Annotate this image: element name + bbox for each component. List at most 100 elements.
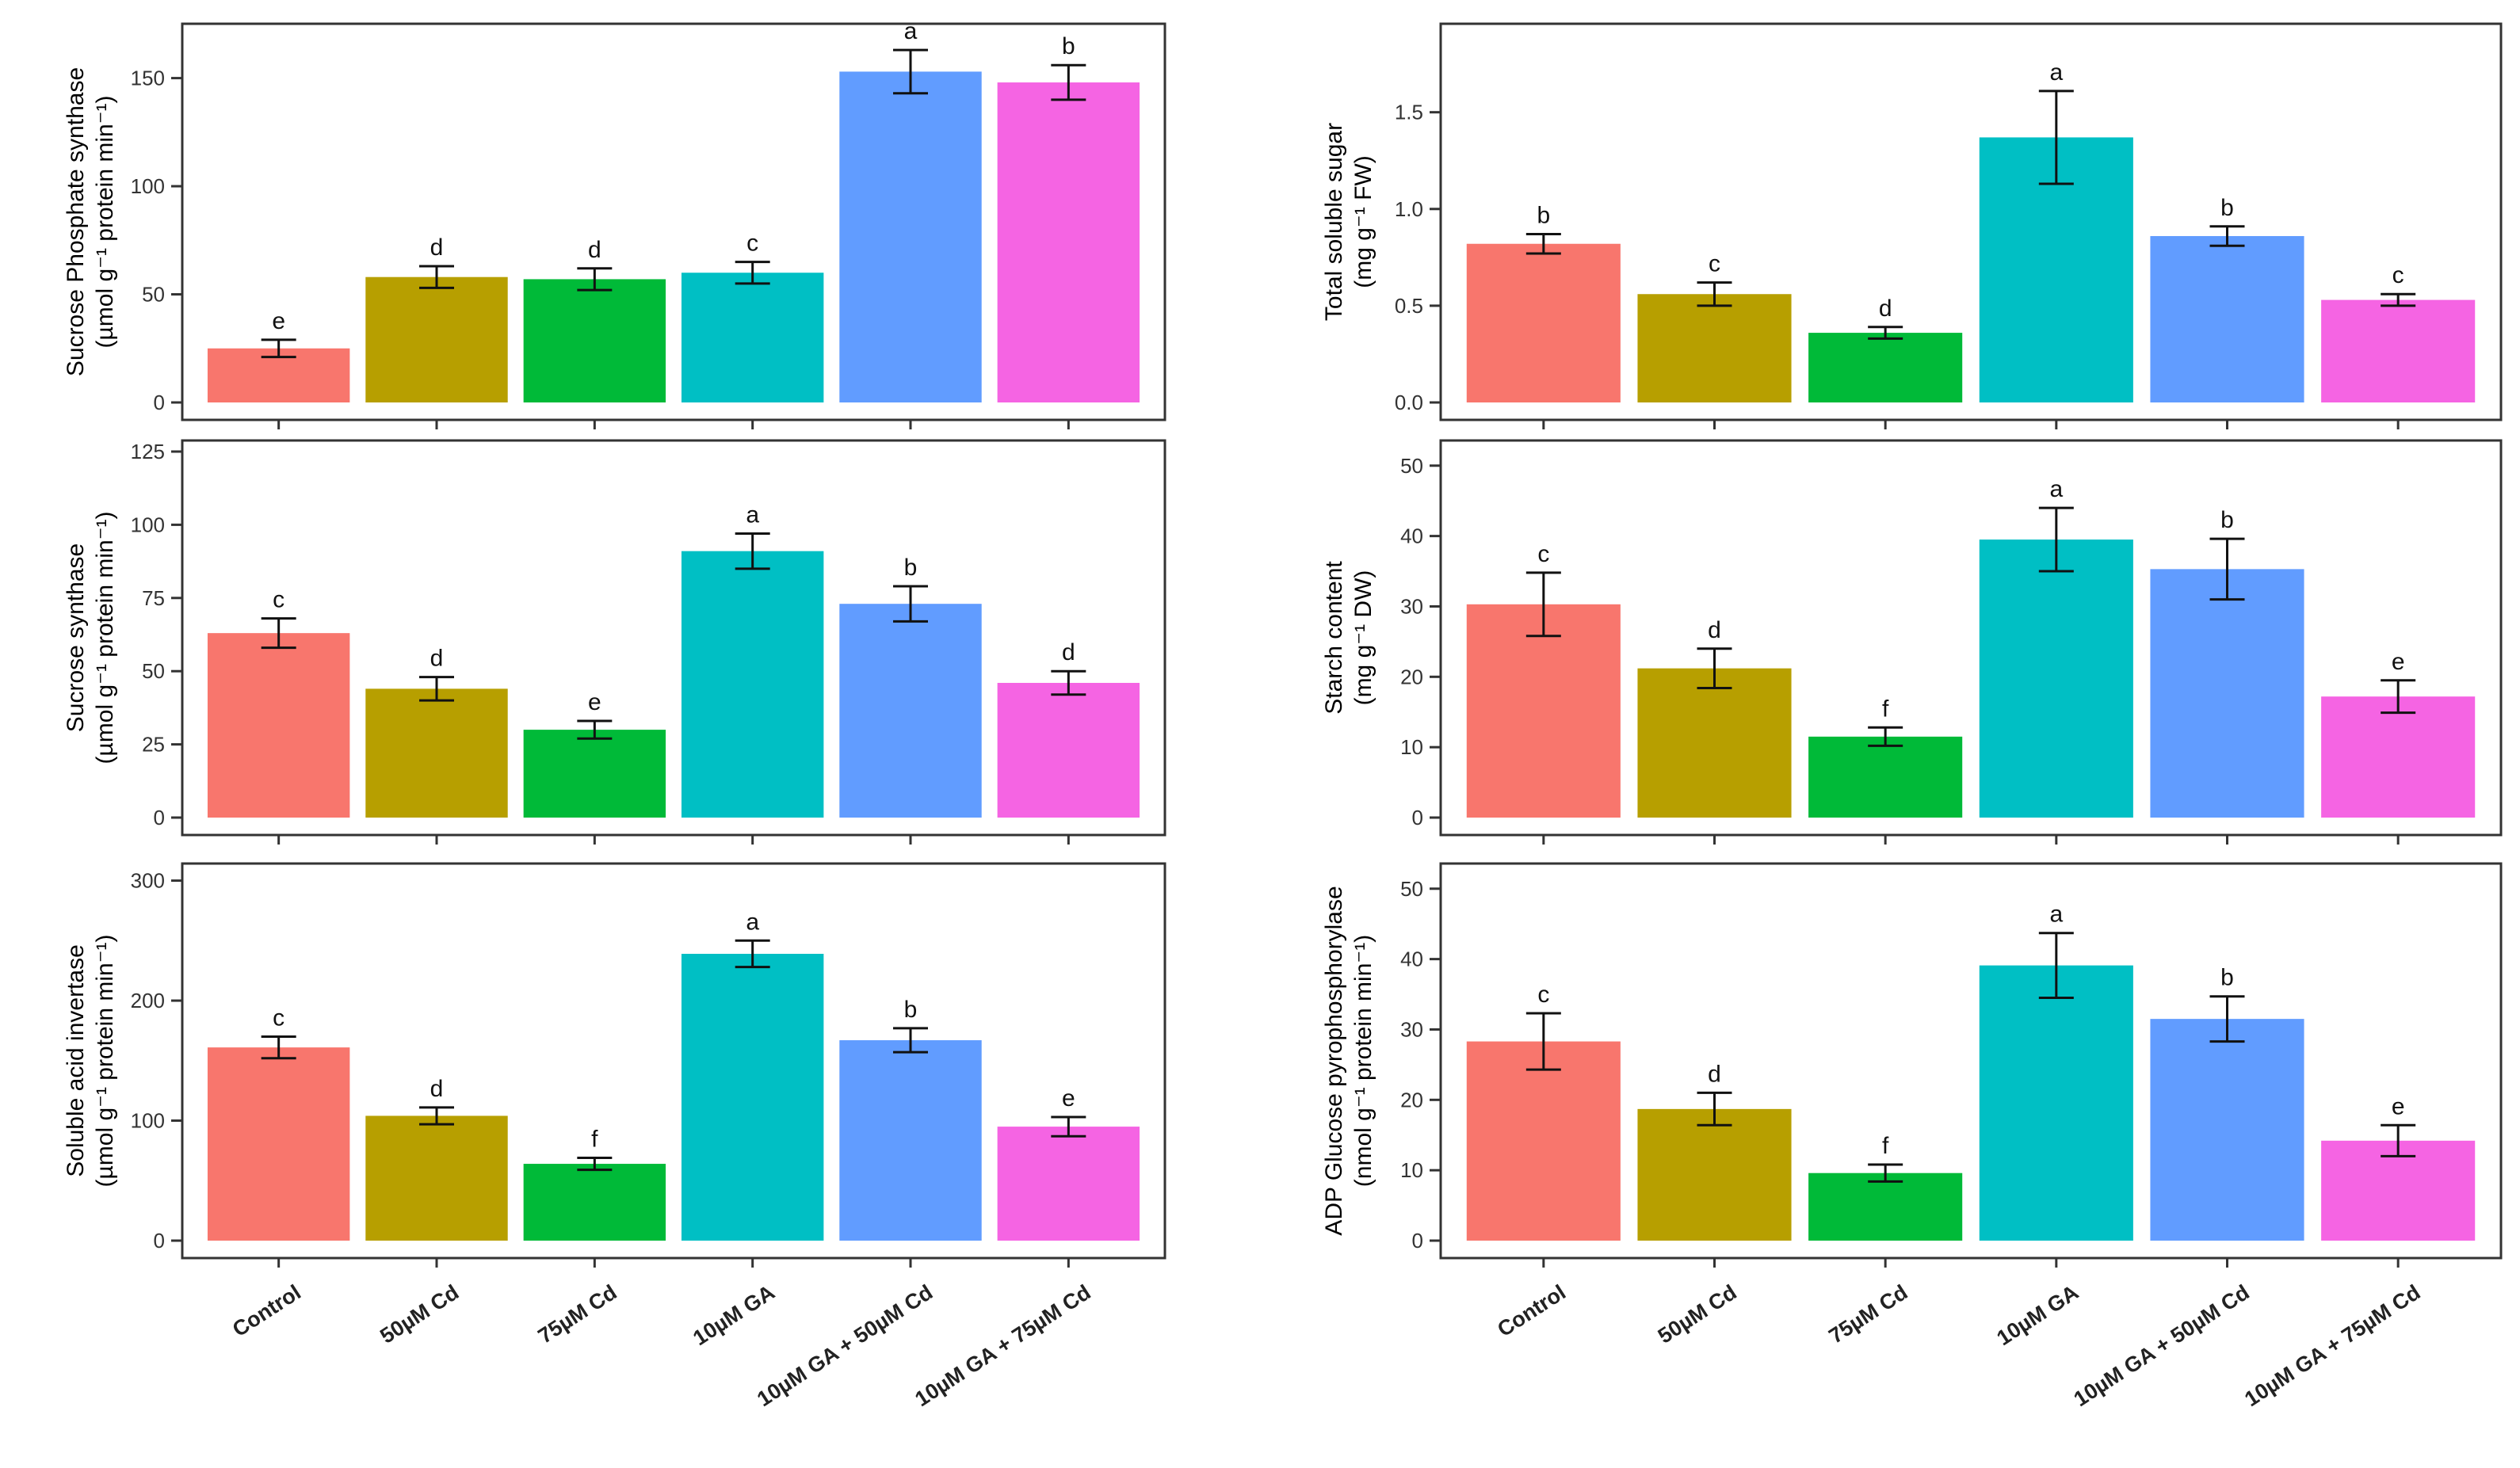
error-bar: [2209, 537, 2245, 601]
y-tick-label: 100: [131, 1109, 165, 1133]
bar: [997, 82, 1140, 402]
error-bar: [735, 939, 770, 969]
significance-letter: f: [591, 1126, 598, 1152]
significance-letter: b: [1537, 203, 1550, 229]
y-tick-label: 1.5: [1395, 101, 1423, 124]
bar: [1637, 1108, 1792, 1241]
chart-panel-adp-glucose-pyrophosphorylase: 0 10 20 30 40 50 ADP Glucose pyrophosphorylase…: [1321, 862, 2503, 1411]
error-bar: [261, 617, 296, 650]
bar: [997, 682, 1140, 818]
x-category-label: 75µM Cd: [1825, 1280, 1912, 1348]
chart-panel-soluble-acid-invertase: 0 100 200 300 Soluble acid invertase (µmol g⁻…: [63, 862, 1166, 1411]
chart-panel-sucrose-phosphate-synthase: 0 50 100 150 Sucrose Phosphate synthase (µmol…: [63, 18, 1166, 429]
y-tick-label: 30: [1400, 1017, 1423, 1041]
bar: [2150, 1019, 2304, 1241]
bar: [839, 1040, 982, 1241]
y-tick-label: 125: [131, 440, 165, 463]
bar: [681, 953, 824, 1241]
y-axis-title: ADP Glucose pyrophosphorylase: [1321, 886, 1347, 1235]
y-tick-label: 150: [131, 67, 165, 90]
bar: [1979, 965, 2133, 1241]
bar: [365, 688, 508, 818]
y-axis-title: Sucrose synthase: [63, 543, 89, 732]
significance-letter: a: [746, 909, 759, 935]
bar: [365, 1115, 508, 1241]
y-tick-label: 30: [1400, 594, 1423, 618]
significance-letter: a: [746, 501, 759, 528]
bar: [1466, 1041, 1621, 1241]
y-axis-title: Soluble acid invertase: [63, 944, 89, 1177]
bar: [207, 633, 350, 818]
x-category-label: Control: [228, 1280, 305, 1341]
bar: [2150, 235, 2304, 402]
significance-letter: b: [904, 555, 918, 581]
bar: [1466, 604, 1621, 818]
bar: [1808, 1172, 1963, 1241]
y-tick-label: 300: [131, 869, 165, 893]
error-bar: [1525, 571, 1561, 638]
error-bar: [2381, 679, 2416, 715]
significance-letter: e: [1062, 1085, 1075, 1111]
y-tick-label: 10: [1400, 1158, 1423, 1182]
bar: [1637, 668, 1792, 818]
x-category-label: 10µM GA: [1992, 1280, 2083, 1350]
significance-letter: c: [1709, 251, 1720, 277]
error-bar: [419, 265, 454, 289]
y-tick-label: 25: [142, 733, 165, 757]
significance-letter: d: [1062, 639, 1075, 665]
y-tick-label: 50: [1400, 454, 1423, 478]
bar: [2150, 569, 2304, 818]
bar: [839, 71, 982, 403]
y-tick-label: 0: [1412, 1229, 1423, 1253]
y-tick-label: 0.5: [1395, 294, 1423, 318]
x-category-label: 50µM Cd: [1654, 1280, 1741, 1348]
significance-letter: d: [588, 237, 601, 263]
error-bar: [577, 719, 613, 740]
chart-panel-starch-content: 0 10 20 30 40 50 Starch content (mg g⁻¹ DW) c d f a…: [1321, 439, 2503, 845]
bar: [2321, 696, 2476, 818]
bar: [1637, 294, 1792, 402]
y-tick-label: 200: [131, 989, 165, 1012]
error-bar: [1525, 233, 1561, 255]
significance-letter: c: [1537, 541, 1549, 567]
significance-letter: b: [1062, 33, 1075, 59]
x-category-label: 10µM GA + 50µM Cd: [753, 1280, 937, 1411]
significance-letter: d: [1708, 1061, 1721, 1087]
y-tick-label: 20: [1400, 665, 1423, 688]
error-bar: [1697, 1091, 1732, 1127]
significance-letter: d: [1879, 296, 1892, 322]
error-bar: [1051, 63, 1086, 101]
significance-letter: f: [1882, 1133, 1889, 1159]
significance-letter: a: [2049, 59, 2063, 86]
bar: [1466, 243, 1621, 402]
chart-panel-sucrose-synthase: 0 25 50 75 100 125 Sucrose synthase (µmol g⁻¹ p…: [63, 439, 1166, 845]
error-bar: [1051, 1115, 1086, 1138]
y-tick-label: 50: [142, 283, 165, 307]
error-bar: [2209, 225, 2245, 247]
error-bar: [1868, 726, 1903, 747]
significance-letter: e: [588, 689, 601, 715]
y-tick-label: 20: [1400, 1088, 1423, 1111]
bar: [1979, 540, 2133, 818]
error-bar: [261, 1035, 296, 1060]
significance-letter: e: [272, 308, 285, 334]
error-bar: [1525, 1012, 1561, 1071]
error-bar: [419, 676, 454, 702]
bar: [997, 1127, 1140, 1241]
y-tick-label: 50: [142, 659, 165, 683]
error-bar: [893, 1027, 928, 1054]
significance-letter: d: [1708, 617, 1721, 643]
x-category-label: 50µM Cd: [376, 1280, 463, 1348]
error-bar: [735, 532, 770, 570]
y-axis-units: (nmol g⁻¹ protein min⁻¹): [1350, 935, 1376, 1187]
x-category-label: 75µM Cd: [534, 1280, 621, 1348]
bar: [523, 730, 666, 818]
error-bar: [577, 1156, 613, 1172]
significance-letter: e: [2392, 649, 2405, 675]
significance-letter: d: [430, 1076, 444, 1102]
error-bar: [893, 585, 928, 623]
y-tick-label: 75: [142, 586, 165, 610]
y-tick-label: 1.0: [1395, 197, 1423, 221]
y-tick-label: 0: [154, 806, 165, 829]
y-axis-units: (µmol g⁻¹ protein min⁻¹): [92, 95, 118, 348]
